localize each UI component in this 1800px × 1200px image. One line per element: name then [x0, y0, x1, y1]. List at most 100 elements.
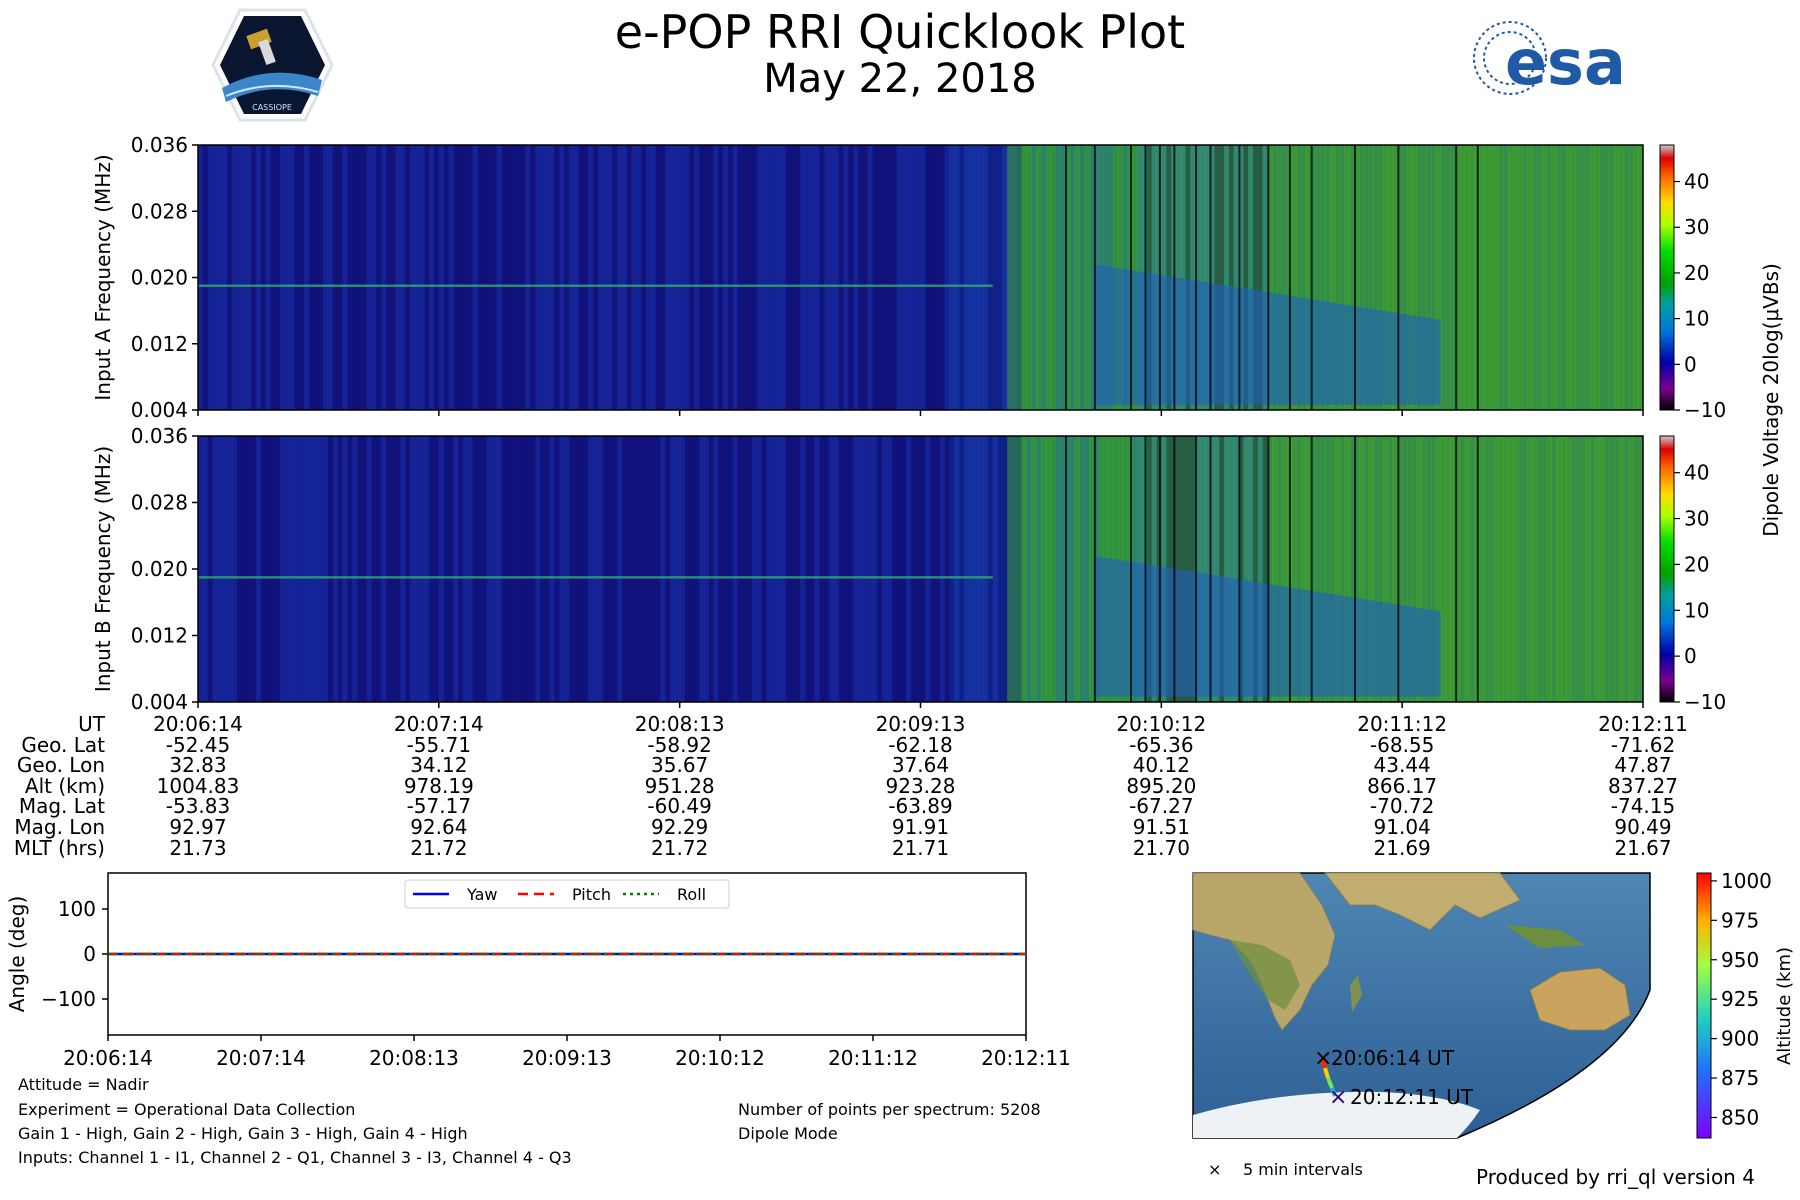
spectrogram-column — [1484, 145, 1490, 410]
spectrogram-column — [1594, 145, 1601, 410]
spectrogram-column — [727, 145, 734, 410]
spectrogram-column — [910, 145, 917, 410]
spectrogram-column — [843, 145, 849, 410]
spectrogram-column — [1262, 145, 1268, 410]
spectrogram-column — [260, 436, 266, 702]
x-tick-label: 20:09:13 — [522, 1046, 612, 1070]
spectrogram-column — [511, 436, 517, 702]
ephemeris-label: Mag. Lat — [18, 794, 105, 819]
spectrogram-column — [284, 145, 291, 410]
ephemeris-row: MLT (hrs) 21.73 21.72 21.72 21.71 21.70 21.69 2… — [0, 835, 1800, 860]
spectrogram-column — [1604, 436, 1610, 702]
spectrogram-column — [776, 436, 782, 702]
data-dropout-line — [1476, 145, 1479, 410]
spectrogram-column — [198, 145, 204, 410]
spectrogram-column — [650, 436, 657, 702]
legend-label: Roll — [677, 885, 706, 904]
spectrogram-column — [1440, 145, 1447, 410]
colorbar-strip — [1696, 872, 1712, 1139]
spectrogram-column — [1575, 145, 1581, 410]
spectrogram-column — [356, 145, 363, 410]
spectrogram-column — [631, 145, 637, 410]
ephemeris-value: -57.17 — [406, 794, 472, 819]
y-tick-label: 0.036 — [131, 133, 188, 157]
spectrogram-column — [983, 145, 989, 410]
spectrogram-column — [477, 436, 483, 702]
spectrogram-column — [1354, 436, 1360, 702]
spectrogram-column — [1180, 436, 1186, 702]
colorbar-tick-label: 950 — [1721, 948, 1759, 972]
spectrogram-column — [1050, 436, 1056, 702]
colorbar-tick-label: −10 — [1684, 398, 1726, 422]
spectrogram-column — [689, 145, 695, 410]
spectrogram-column — [646, 145, 652, 410]
colorbar-tick-label: 30 — [1684, 215, 1709, 239]
spectrogram-column — [381, 436, 387, 702]
spectrogram-column — [631, 436, 637, 702]
spectrogram-column — [1479, 436, 1485, 702]
ephemeris-value: 866.17 — [1367, 773, 1438, 798]
spectrogram-column — [202, 145, 209, 410]
spectrogram-column — [323, 145, 329, 410]
spectrogram-column — [597, 436, 604, 702]
ephemeris-value: 20:09:13 — [875, 712, 966, 736]
spectrogram-column — [593, 436, 599, 702]
spectrogram-column — [1450, 436, 1456, 702]
spectrogram-column — [901, 145, 907, 410]
spectrogram-column — [578, 145, 584, 410]
spectrogram-column — [255, 436, 262, 702]
spectrogram-column — [795, 145, 801, 410]
spectrogram-column — [1614, 145, 1620, 410]
spectrogram-column — [1358, 436, 1365, 702]
spectrogram-column — [776, 145, 782, 410]
spectrogram-column — [1431, 436, 1437, 702]
spectrogram-column — [347, 145, 353, 410]
spectrogram-column — [564, 436, 570, 702]
spectrogram-column — [226, 436, 233, 702]
spectrogram-column — [342, 145, 348, 410]
spectrogram-column — [1320, 145, 1326, 410]
spectrogram-column — [939, 145, 946, 410]
ephemeris-value: -71.62 — [1610, 732, 1676, 757]
spectrogram-column — [593, 145, 599, 410]
spectrogram-column — [867, 145, 873, 410]
ephemeris-value: -60.49 — [647, 794, 712, 819]
spectrogram-column — [467, 145, 474, 410]
spectrogram-column — [1556, 145, 1562, 410]
spectrogram-column — [520, 145, 527, 410]
spectrogram-column — [925, 436, 931, 702]
spectrogram-column — [1469, 436, 1475, 702]
ephemeris-label: MLT (hrs) — [13, 835, 105, 860]
colorbar-tick-label: 975 — [1721, 908, 1759, 932]
ephemeris-value: -68.55 — [1369, 732, 1435, 757]
spectrogram-column — [337, 145, 344, 410]
spectrogram-column — [1561, 436, 1567, 702]
spectrogram-column — [515, 436, 522, 702]
spectrogram-column — [872, 145, 878, 410]
spectrogram-column — [1329, 436, 1336, 702]
spectrogram-column — [790, 145, 796, 410]
spectrogram-column — [968, 436, 975, 702]
spectrogram-column — [978, 145, 984, 410]
spectrogram-column — [882, 436, 888, 702]
orbit-end-label: 20:12:11 UT — [1350, 1085, 1474, 1109]
spectrogram-column — [231, 145, 238, 410]
spectrogram-column — [1609, 436, 1615, 702]
spectrogram-column — [1623, 436, 1630, 702]
spectrogram-column — [304, 436, 310, 702]
spectrogram-column — [930, 145, 936, 410]
y-tick-label: 0.028 — [131, 199, 188, 223]
spectrogram-column — [1224, 145, 1230, 410]
spectrogram-column — [1315, 436, 1321, 702]
mode-note: Dipole Mode — [738, 1124, 838, 1143]
spectrogram-column — [1580, 145, 1586, 410]
spectrogram-column — [222, 145, 228, 410]
spectrogram-column — [564, 145, 570, 410]
colorbar-tick-label: 900 — [1721, 1027, 1759, 1051]
gains-note: Gain 1 - High, Gain 2 - High, Gain 3 - H… — [18, 1124, 468, 1143]
spectrogram-column — [289, 145, 295, 410]
spectrogram-column — [1084, 145, 1090, 410]
spectrogram-column — [1358, 145, 1365, 410]
spectrogram-column — [1565, 145, 1572, 410]
spectrogram-column — [400, 145, 406, 410]
